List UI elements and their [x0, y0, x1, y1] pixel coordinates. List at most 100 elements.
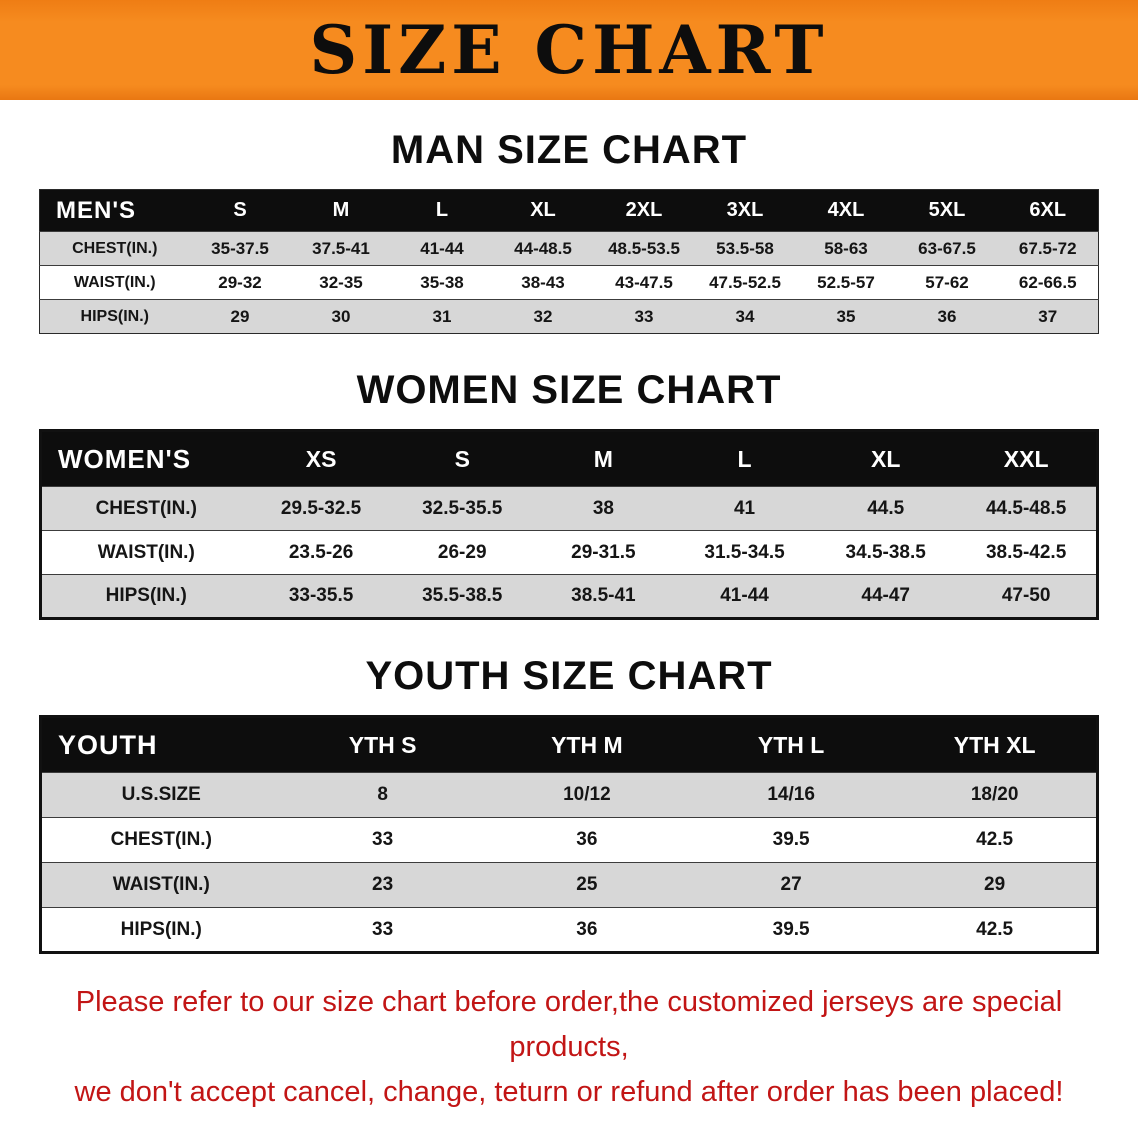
value-cell: 34.5-38.5 [845, 541, 926, 563]
row-label-cell: WAIST(IN.) [97, 541, 195, 563]
men-size-section: MAN SIZE CHART MEN'S S M L XL 2XL 3XL 4XL 5XL 6XL… [0, 128, 1138, 334]
value-cell: 29-31.5 [571, 541, 636, 563]
value-cell: 10/12 [563, 784, 611, 805]
size-column-header: 2XL [593, 189, 695, 232]
value-cell: 44.5 [867, 497, 905, 519]
value-cell: 37 [1038, 306, 1058, 326]
value-cell: 23.5-26 [288, 541, 354, 563]
size-column-header: M [532, 430, 674, 487]
disclaimer-line-2: we don't accept cancel, change, teturn o… [74, 1075, 1064, 1108]
value-cell: 30 [331, 306, 351, 326]
value-cell: 38.5-41 [571, 585, 636, 606]
value-cell: 32-35 [319, 272, 363, 292]
value-cell: 29 [230, 306, 250, 326]
value-cell: 39.5 [772, 829, 810, 850]
value-cell: 63-67.5 [918, 238, 976, 258]
size-column-header: YTH XL [893, 716, 1098, 773]
table-header-row: WOMEN'S XS S M L XL XXL [40, 430, 1098, 487]
value-cell: 35.5-38.5 [422, 585, 503, 606]
value-cell: 44-48.5 [514, 238, 572, 258]
value-cell: 38-43 [521, 272, 565, 292]
women-size-table: WOMEN'S XS S M L XL XXL CHEST(IN.) 29.5-32.5 32.5… [39, 429, 1099, 620]
table-title-cell: MEN'S [39, 189, 190, 232]
measurement-row: WAIST(IN.) 23.5-26 26-29 29-31.5 31.5-34.5 34… [40, 530, 1098, 575]
value-cell: 42.5 [976, 829, 1014, 850]
value-cell: 38.5-42.5 [985, 541, 1067, 563]
value-cell: 34 [735, 306, 755, 326]
value-cell: 23 [372, 874, 394, 895]
value-cell: 26-29 [437, 541, 487, 563]
value-cell: 42.5 [976, 918, 1014, 940]
size-chart-banner: SIZE CHART [0, 0, 1138, 100]
disclaimer-line-1: Please refer to our size chart before or… [75, 986, 1063, 1063]
value-cell: 31 [432, 306, 452, 326]
youth-section-heading: YOUTH SIZE CHART [365, 654, 773, 698]
size-column-header: XL [492, 189, 594, 232]
value-cell: 43-47.5 [615, 272, 673, 292]
men-size-table: MEN'S S M L XL 2XL 3XL 4XL 5XL 6XL CHEST(IN.) 35-37… [39, 189, 1099, 334]
value-cell: 58-63 [824, 238, 868, 258]
value-cell: 27 [780, 874, 802, 895]
value-cell: 25 [576, 874, 598, 895]
row-label-cell: CHEST(IN.) [110, 829, 212, 850]
value-cell: 29.5-32.5 [280, 497, 362, 519]
measurement-row: WAIST(IN.) 23 25 27 29 [40, 862, 1098, 908]
size-column-header: XL [815, 430, 957, 487]
size-column-header: 3XL [694, 189, 796, 232]
row-label-cell: WAIST(IN.) [73, 273, 156, 291]
row-label-cell: CHEST(IN.) [72, 239, 158, 257]
value-cell: 33 [372, 918, 394, 940]
value-cell: 35-37.5 [211, 238, 269, 258]
measurement-row: U.S.SIZE 8 10/12 14/16 18/20 [40, 772, 1098, 818]
banner-title: SIZE CHART [309, 11, 829, 89]
value-cell: 35 [836, 306, 856, 326]
value-cell: 36 [576, 829, 598, 850]
youth-size-section: YOUTH SIZE CHART YOUTH YTH S YTH M YTH L YTH… [0, 654, 1138, 954]
row-label-cell: CHEST(IN.) [95, 497, 197, 519]
women-size-section: WOMEN SIZE CHART WOMEN'S XS S M L XL XXL CHEST(… [0, 368, 1138, 620]
youth-size-table: YOUTH YTH S YTH M YTH L YTH XL U.S.SIZE 8 10/12… [39, 715, 1099, 954]
size-column-header: S [391, 430, 533, 487]
value-cell: 29 [984, 874, 1006, 895]
value-cell: 32 [533, 306, 553, 326]
size-column-header: 5XL [896, 189, 998, 232]
value-cell: 67.5-72 [1018, 238, 1077, 258]
men-section-heading: MAN SIZE CHART [390, 128, 748, 172]
value-cell: 44.5-48.5 [985, 497, 1067, 519]
size-column-header: YTH M [484, 716, 689, 773]
row-label-cell: HIPS(IN.) [105, 585, 187, 606]
row-label-cell: WAIST(IN.) [112, 874, 210, 895]
value-cell: 37.5-41 [312, 238, 370, 258]
value-cell: 14/16 [767, 784, 815, 805]
value-cell: 62-66.5 [1018, 272, 1077, 292]
value-cell: 31.5-34.5 [704, 541, 785, 563]
measurement-row: CHEST(IN.) 33 36 39.5 42.5 [40, 817, 1098, 863]
table-title-cell: WOMEN'S [40, 430, 251, 487]
women-section-heading: WOMEN SIZE CHART [356, 368, 782, 412]
value-cell: 41-44 [720, 585, 769, 606]
order-disclaimer: Please refer to our size chart before or… [20, 980, 1118, 1115]
value-cell: 36 [576, 918, 598, 940]
measurement-row: WAIST(IN.) 29-32 32-35 35-38 38-43 43-47.5 47.… [39, 265, 1099, 300]
value-cell: 52.5-57 [817, 272, 875, 292]
value-cell: 39.5 [772, 918, 810, 940]
table-header-row: YOUTH YTH S YTH M YTH L YTH XL [40, 716, 1098, 773]
value-cell: 8 [377, 784, 388, 805]
size-column-header: XS [250, 430, 392, 487]
measurement-row: CHEST(IN.) 35-37.5 37.5-41 41-44 44-48.5 48.5… [39, 231, 1099, 266]
value-cell: 36 [937, 306, 957, 326]
value-cell: 29-32 [218, 272, 262, 292]
value-cell: 38 [592, 497, 614, 519]
row-label-cell: HIPS(IN.) [80, 307, 149, 325]
row-label-cell: U.S.SIZE [121, 784, 201, 805]
value-cell: 57-62 [925, 272, 969, 292]
value-cell: 53.5-58 [716, 238, 774, 258]
size-column-header: L [673, 430, 816, 487]
row-label-cell: HIPS(IN.) [120, 918, 202, 940]
table-title-cell: YOUTH [40, 716, 281, 773]
size-column-header: S [189, 189, 291, 232]
measurement-row: HIPS(IN.) 33 36 39.5 42.5 [40, 907, 1098, 953]
size-column-header: 4XL [795, 189, 897, 232]
value-cell: 33-35.5 [288, 585, 354, 606]
measurement-row: CHEST(IN.) 29.5-32.5 32.5-35.5 38 41 44.5 44.5… [40, 486, 1098, 531]
